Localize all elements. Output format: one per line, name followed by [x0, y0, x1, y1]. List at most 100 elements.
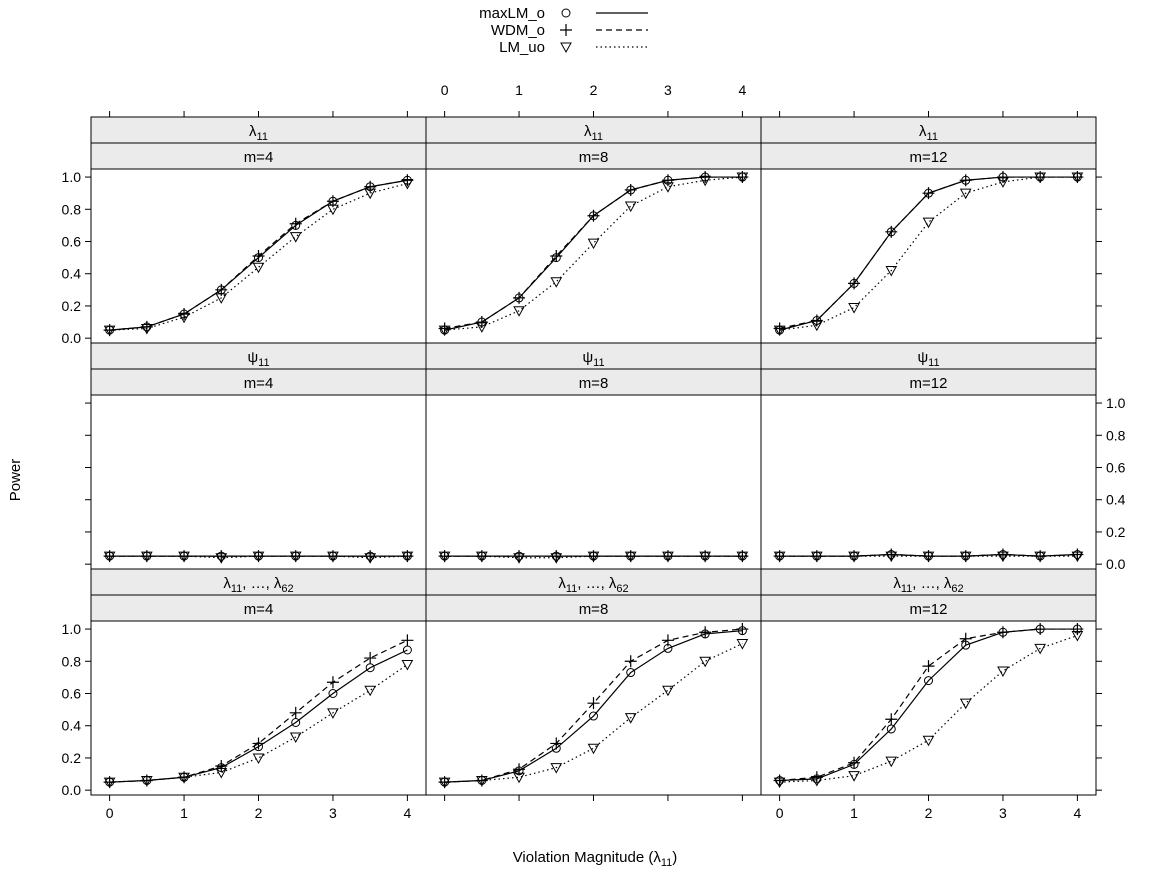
panel: λ11, …, λ62 m=8 [425, 568, 762, 796]
data-point-1 [661, 634, 674, 647]
series-line-1 [779, 628, 1078, 782]
y-tick-label: 0.8 [62, 653, 82, 669]
data-point-1 [736, 623, 749, 636]
strip-m-label: m=4 [244, 375, 274, 392]
data-point-2 [997, 666, 1009, 677]
x-tick-label: 2 [925, 805, 933, 821]
data-point-2 [215, 767, 228, 779]
data-point-2 [401, 179, 414, 190]
series-line-1 [444, 176, 743, 330]
strip-m-label: m=12 [910, 601, 948, 618]
data-point-2 [773, 325, 786, 337]
data-point-2 [401, 660, 414, 671]
y-tick-label: 1.0 [62, 169, 82, 185]
data-point-2 [475, 551, 488, 563]
data-point-2 [736, 639, 749, 650]
data-point-2 [252, 753, 265, 764]
axes: 0.0 0.2 0.4 0.6 0.8 1.0 0.0 0.2 0.4 0.6 0.8 1.0 0.0 0… [62, 82, 1126, 821]
y-tick-label: 0.2 [1106, 524, 1126, 540]
data-point-2 [289, 551, 302, 563]
data-point-1 [848, 277, 861, 290]
data-point-2 [624, 551, 637, 563]
data-point-2 [327, 204, 339, 216]
data-point-2 [364, 553, 377, 564]
series-line-2 [109, 182, 408, 331]
data-point-2 [624, 201, 637, 213]
series-line-0 [779, 176, 1078, 331]
data-point-2 [1071, 631, 1084, 642]
data-point-2 [252, 262, 265, 274]
panel-series-group [438, 171, 749, 337]
data-point-2 [103, 551, 116, 563]
data-point-0 [924, 676, 933, 686]
data-point-2 [922, 551, 935, 563]
panel-series-group [438, 623, 749, 789]
data-point-2 [513, 772, 525, 784]
strip-parameter [760, 116, 1097, 144]
data-point-2 [587, 743, 600, 755]
panel-series-group [103, 634, 414, 789]
data-point-2 [327, 551, 339, 563]
series-line-2 [779, 176, 1078, 331]
data-point-1 [959, 632, 972, 645]
y-axis-label: Power [7, 459, 24, 502]
x-tick-label: 4 [1073, 805, 1081, 821]
panel: λ11, …, λ62 m=12 [760, 568, 1097, 796]
data-point-2 [1034, 643, 1047, 655]
data-point-1 [661, 174, 674, 187]
data-point-2 [736, 551, 749, 563]
strip-m-label: m=12 [910, 149, 948, 166]
series-line-1 [779, 176, 1078, 330]
data-point-2 [364, 685, 377, 697]
panel-series-group [773, 171, 1084, 337]
data-point-0 [328, 689, 338, 698]
data-point-2 [587, 551, 600, 563]
data-point-1 [885, 225, 898, 238]
data-point-2 [401, 551, 414, 563]
y-tick-label: 0.6 [62, 686, 82, 702]
data-point-2 [1071, 172, 1084, 184]
data-point-2 [922, 217, 935, 229]
strip-parameter-label: λ11 [919, 123, 938, 143]
x-tick-label: 3 [664, 82, 672, 98]
x-tick-label: 1 [515, 82, 523, 98]
strip-m [760, 594, 1097, 622]
data-point-2 [959, 551, 972, 563]
y-tick-label: 0.0 [62, 782, 82, 798]
data-point-1 [215, 760, 228, 772]
panel-frame [90, 620, 427, 796]
data-point-1 [587, 697, 600, 710]
data-point-2 [885, 266, 898, 277]
data-point-2 [699, 551, 712, 563]
panel: λ11 m=12 [760, 116, 1097, 344]
panel-series-group [773, 623, 1084, 789]
series-line-0 [444, 176, 743, 331]
legend-marker [561, 8, 571, 18]
data-point-2 [550, 763, 563, 774]
data-point-2 [736, 172, 749, 184]
data-point-1 [252, 737, 265, 750]
data-point-2 [178, 312, 190, 324]
strip-parameter-label: λ11, …, λ62 [893, 575, 963, 595]
strip-m-label: m=8 [579, 375, 609, 392]
panel-frame [90, 394, 427, 570]
legend-entry: maxLM_o [479, 5, 648, 22]
data-point-2 [178, 772, 190, 784]
data-point-2 [103, 325, 116, 337]
y-tick-label: 0.0 [1106, 556, 1126, 572]
x-tick-label: 4 [738, 82, 746, 98]
data-point-1 [624, 655, 637, 668]
data-point-1 [810, 314, 823, 327]
data-point-2 [662, 182, 674, 193]
data-point-1 [996, 626, 1009, 639]
series-line-2 [444, 643, 743, 783]
strip-parameter-label: λ11, …, λ62 [558, 575, 628, 595]
data-point-1 [364, 180, 377, 193]
y-tick-label: 0.4 [62, 266, 82, 282]
y-tick-label: 0.4 [1106, 492, 1126, 508]
data-point-1 [289, 706, 302, 719]
